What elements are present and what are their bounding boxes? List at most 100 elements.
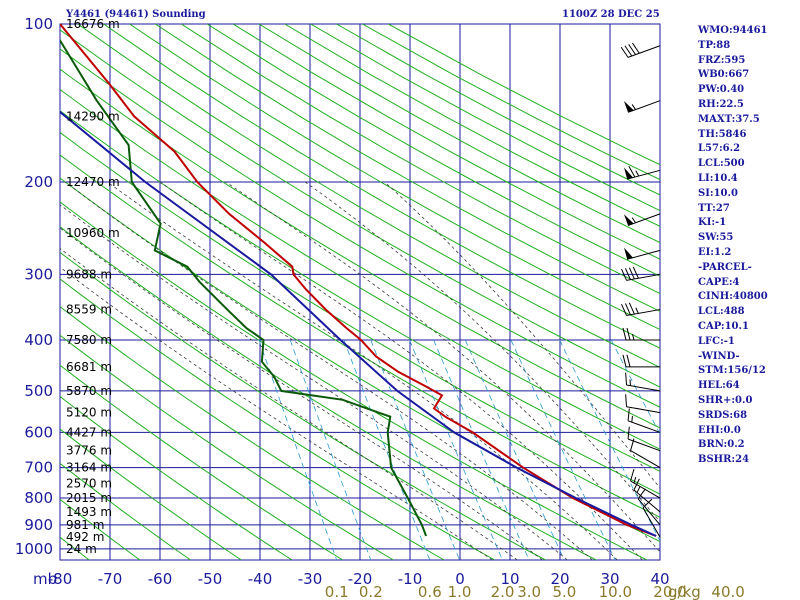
stability-indices-panel: WMO:94461 TP:88 FRZ:595 WB0:667 PW:0.40 RH:22…	[698, 24, 798, 468]
wind-barb-feather	[642, 498, 653, 509]
dry-adiabat	[232, 24, 660, 260]
wind-barb-half-feather	[632, 333, 635, 341]
wind-barb-feather	[630, 438, 635, 451]
dry-adiabat	[60, 110, 660, 472]
pressure-tick-label: 300	[24, 265, 53, 283]
dry-adiabat	[60, 334, 394, 560]
wind-barb-feather	[628, 302, 635, 315]
mixing-ratio-label: 20.0	[653, 583, 686, 600]
moist-adiabat	[60, 227, 543, 560]
index-item: CINH:40800	[698, 291, 768, 303]
index-item: SW:55	[698, 232, 734, 244]
wind-barb-half-feather	[633, 476, 637, 484]
temperature-tick-label: -50	[198, 570, 223, 588]
wind-barb	[624, 247, 661, 260]
index-item: EI:1.2	[698, 246, 732, 258]
mixing-ratio-unit: g/kg	[668, 583, 701, 600]
moist-adiabat	[159, 181, 643, 560]
index-item: WB0:667	[698, 69, 750, 81]
dewpoint-line	[60, 38, 428, 537]
height-label: 3164 m	[66, 461, 112, 475]
dry-adiabat	[0, 24, 39, 560]
dry-adiabat	[60, 88, 660, 450]
dry-adiabat	[60, 428, 242, 560]
wind-barb-feather	[626, 354, 631, 367]
height-label: 16676 m	[66, 17, 120, 31]
index-item: TT:27	[698, 202, 730, 214]
wind-barb-pennant	[624, 247, 633, 260]
dry-adiabat	[180, 24, 660, 295]
mixing-ratio-label: 3.0	[517, 583, 541, 600]
wind-barb-pennant	[624, 167, 633, 180]
index-item: PW:0.40	[698, 84, 745, 96]
pressure-tick-label: 500	[24, 382, 53, 400]
wind-barb-half-feather	[635, 170, 640, 177]
dry-adiabat	[60, 305, 445, 560]
pressure-tick-label: 900	[24, 516, 53, 534]
moist-adiabat	[384, 181, 660, 489]
index-item: MAXT:37.5	[698, 113, 760, 125]
mixing-ratio-label: 0.1	[325, 583, 349, 600]
dry-adiabat	[388, 24, 660, 166]
dry-adiabat	[336, 24, 660, 196]
height-label: 492 m	[66, 530, 104, 544]
temperature-tick-label: 0	[455, 570, 465, 588]
wind-barb-feather	[631, 42, 640, 54]
mixing-ratio-line	[289, 339, 372, 560]
dry-adiabat	[60, 154, 660, 518]
index-item: -WIND-	[698, 350, 740, 362]
wind-barb	[621, 302, 661, 316]
wind-barb-staff	[627, 100, 661, 113]
wind-barb-feather	[621, 303, 627, 316]
temperature-tick-label: -40	[248, 570, 273, 588]
wind-barbs	[620, 42, 661, 538]
mixing-ratio-label: 2.0	[491, 583, 515, 600]
pressure-tick-label: 100	[24, 15, 53, 33]
index-item: SHR+:0.0	[698, 394, 753, 406]
height-label: 7580 m	[66, 333, 112, 347]
moist-adiabat	[304, 181, 660, 523]
pressure-tick-label: 200	[24, 173, 53, 191]
wind-barb	[624, 165, 661, 180]
wind-barb	[642, 498, 661, 538]
pressure-tick-label: 700	[24, 459, 53, 477]
wind-barb	[630, 438, 661, 469]
wind-barb	[622, 354, 660, 368]
wind-barb-staff	[627, 420, 661, 433]
wind-barb-staff	[626, 273, 661, 281]
temperature-tick-label: 40	[650, 570, 669, 588]
mixing-ratio-line	[559, 339, 660, 542]
index-item: HEL:64	[698, 380, 740, 392]
dry-adiabat	[155, 24, 660, 312]
mixing-ratio-line	[409, 339, 503, 560]
index-item: -PARCEL-	[698, 261, 752, 273]
wind-barb-feather	[625, 394, 628, 407]
dry-adiabat	[77, 24, 660, 368]
height-label: 4427 m	[66, 425, 112, 439]
wind-barb-feather	[620, 46, 629, 58]
temperature-tick-label: -30	[298, 570, 323, 588]
mixing-ratio-label: 5.0	[552, 583, 576, 600]
height-label: 2570 m	[66, 476, 112, 490]
dry-adiabat	[129, 24, 660, 331]
sounding-time: 1100Z 28 DEC 25	[562, 9, 660, 20]
wind-barb-feather	[637, 488, 646, 500]
wind-barb	[633, 478, 661, 513]
wind-barb-feather	[626, 327, 631, 341]
index-item: FRZ:595	[698, 54, 746, 66]
wind-barb-staff	[633, 489, 661, 513]
index-item: TH:5846	[698, 128, 747, 140]
height-label: 9688 m	[66, 267, 112, 281]
wind-barb	[622, 327, 660, 341]
mixing-ratio-line	[433, 339, 530, 560]
dry-adiabat	[258, 24, 660, 244]
dry-adiabat	[362, 24, 660, 181]
index-item: EHI:0.0	[698, 424, 741, 436]
dry-adiabat	[60, 68, 660, 429]
wind-barb-feather	[627, 408, 630, 421]
dry-adiabat	[60, 131, 660, 495]
mixing-ratio-line	[510, 339, 616, 560]
height-label: 5120 m	[66, 406, 112, 420]
wind-barb-feather	[621, 268, 627, 281]
